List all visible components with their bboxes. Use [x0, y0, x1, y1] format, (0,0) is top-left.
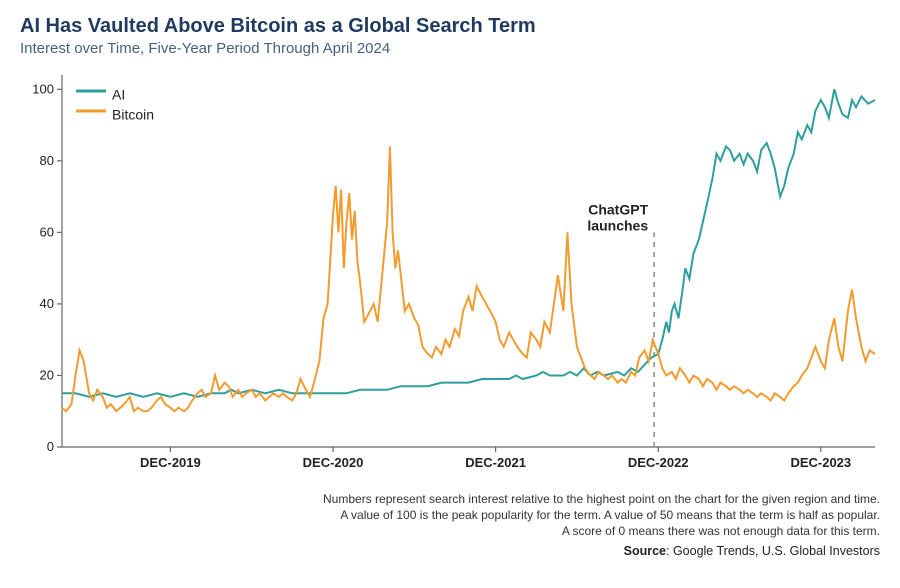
- series-Bitcoin: [62, 147, 875, 412]
- svg-text:DEC-2020: DEC-2020: [303, 455, 364, 470]
- chart-container: AI Has Vaulted Above Bitcoin as a Global…: [0, 0, 900, 588]
- svg-text:AI: AI: [112, 87, 125, 103]
- chart-source: Source: Google Trends, U.S. Global Inves…: [20, 544, 880, 558]
- footnote-line: Numbers represent search interest relati…: [20, 491, 880, 507]
- source-text: : Google Trends, U.S. Global Investors: [666, 544, 880, 558]
- svg-text:DEC-2019: DEC-2019: [140, 455, 201, 470]
- source-label: Source: [624, 544, 666, 558]
- chart-subtitle: Interest over Time, Five-Year Period Thr…: [20, 40, 880, 57]
- svg-text:20: 20: [40, 367, 54, 382]
- svg-text:80: 80: [40, 153, 54, 168]
- svg-text:launches: launches: [587, 217, 648, 233]
- svg-text:DEC-2021: DEC-2021: [465, 455, 526, 470]
- svg-text:ChatGPT: ChatGPT: [588, 201, 648, 217]
- series-AI: [62, 89, 875, 397]
- svg-text:Bitcoin: Bitcoin: [112, 107, 154, 123]
- svg-text:DEC-2023: DEC-2023: [790, 455, 851, 470]
- svg-text:0: 0: [47, 439, 54, 454]
- svg-text:100: 100: [32, 81, 54, 96]
- chart-title: AI Has Vaulted Above Bitcoin as a Global…: [20, 14, 880, 38]
- svg-text:40: 40: [40, 296, 54, 311]
- footnote-line: A score of 0 means there was not enough …: [20, 523, 880, 539]
- svg-text:DEC-2022: DEC-2022: [628, 455, 689, 470]
- chart-footnotes: Numbers represent search interest relati…: [20, 491, 880, 540]
- svg-text:60: 60: [40, 224, 54, 239]
- footnote-line: A value of 100 is the peak popularity fo…: [20, 507, 880, 523]
- chart-plot: 0 20 40 60 80 100 DEC-2019 DEC-2020 DEC-2021 DEC-…: [20, 65, 880, 485]
